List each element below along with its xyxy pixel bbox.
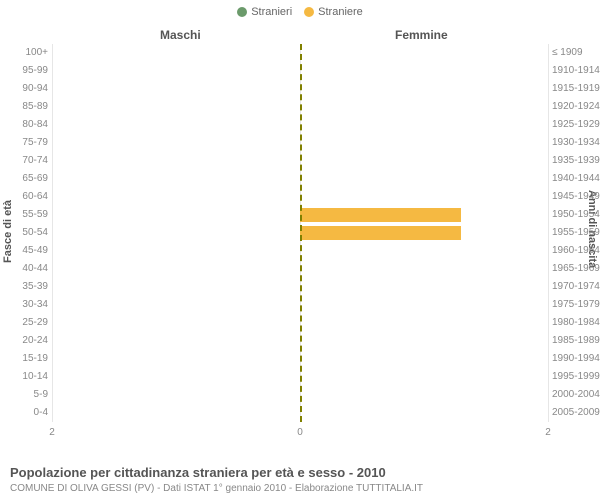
age-label: 90-94 — [4, 80, 52, 98]
age-label: 60-64 — [4, 188, 52, 206]
birth-year-label: 2005-2009 — [548, 404, 600, 422]
birth-year-label: 1945-1949 — [548, 188, 600, 206]
birth-year-label: 1930-1934 — [548, 134, 600, 152]
dot-icon — [304, 7, 314, 17]
birth-year-label: 1910-1914 — [548, 62, 600, 80]
birth-year-label: 1925-1929 — [548, 116, 600, 134]
birth-year-label: 1940-1944 — [548, 170, 600, 188]
birth-year-label: 1955-1959 — [548, 224, 600, 242]
age-label: 45-49 — [4, 242, 52, 260]
legend-item-straniere: Straniere — [304, 6, 363, 18]
age-label: 100+ — [4, 44, 52, 62]
age-label: 65-69 — [4, 170, 52, 188]
birth-year-label: 2000-2004 — [548, 386, 600, 404]
age-label: 20-24 — [4, 332, 52, 350]
series-title-femmine: Femmine — [395, 28, 448, 42]
age-label: 95-99 — [4, 62, 52, 80]
x-tick: 2 — [545, 427, 551, 438]
x-tick: 2 — [49, 427, 55, 438]
birth-year-label: 1915-1919 — [548, 80, 600, 98]
legend-label: Straniere — [318, 6, 363, 18]
birth-year-label: 1960-1964 — [548, 242, 600, 260]
birth-year-label: 1980-1984 — [548, 314, 600, 332]
birth-year-label: 1935-1939 — [548, 152, 600, 170]
age-label: 75-79 — [4, 134, 52, 152]
age-label: 50-54 — [4, 224, 52, 242]
birth-year-label: 1950-1954 — [548, 206, 600, 224]
age-label: 70-74 — [4, 152, 52, 170]
age-label: 40-44 — [4, 260, 52, 278]
age-label: 80-84 — [4, 116, 52, 134]
age-label: 85-89 — [4, 98, 52, 116]
legend-label: Stranieri — [251, 6, 292, 18]
series-title-maschi: Maschi — [160, 28, 201, 42]
age-label: 35-39 — [4, 278, 52, 296]
chart-caption: Popolazione per cittadinanza straniera p… — [10, 465, 386, 480]
bar-femmine — [300, 226, 461, 240]
birth-year-label: ≤ 1909 — [548, 44, 600, 62]
birth-year-label: 1920-1924 — [548, 98, 600, 116]
age-label: 30-34 — [4, 296, 52, 314]
birth-year-label: 1970-1974 — [548, 278, 600, 296]
age-label: 15-19 — [4, 350, 52, 368]
chart-subcaption: COMUNE DI OLIVA GESSI (PV) - Dati ISTAT … — [10, 483, 423, 494]
age-label: 5-9 — [4, 386, 52, 404]
age-label: 0-4 — [4, 404, 52, 422]
bar-femmine — [300, 208, 461, 222]
population-pyramid-chart: 202100+≤ 190995-991910-191490-941915-191… — [52, 44, 548, 438]
birth-year-label: 1995-1999 — [548, 368, 600, 386]
birth-year-label: 1965-1969 — [548, 260, 600, 278]
zero-axis — [300, 44, 302, 422]
birth-year-label: 1975-1979 — [548, 296, 600, 314]
dot-icon — [237, 7, 247, 17]
age-label: 55-59 — [4, 206, 52, 224]
birth-year-label: 1985-1989 — [548, 332, 600, 350]
x-tick: 0 — [297, 427, 303, 438]
legend-item-stranieri: Stranieri — [237, 6, 292, 18]
age-label: 10-14 — [4, 368, 52, 386]
birth-year-label: 1990-1994 — [548, 350, 600, 368]
legend: Stranieri Straniere — [0, 0, 600, 18]
age-label: 25-29 — [4, 314, 52, 332]
